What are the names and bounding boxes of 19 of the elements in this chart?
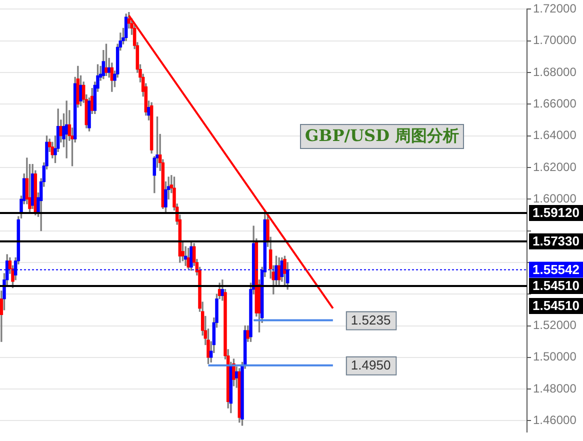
ref-line-label: 1.54510 <box>532 278 580 294</box>
y-tick-label: 1.64000 <box>533 128 577 142</box>
y-tick-label: 1.62000 <box>533 160 577 174</box>
y-tick-label: 1.52000 <box>533 318 577 332</box>
series-label: 1.4950 <box>350 357 391 372</box>
y-tick-label: 1.68000 <box>533 64 577 79</box>
series-label: 1.5235 <box>350 312 391 328</box>
ref-line-label: 1.57330 <box>532 233 580 248</box>
ref-line-label: 1.55542 <box>532 262 580 277</box>
y-tick-label: 1.50000 <box>533 350 577 364</box>
y-tick-label: 1.48000 <box>533 381 577 396</box>
text: 1.54510 <box>532 298 580 314</box>
text: GBP/USD 周图分析 <box>300 124 464 149</box>
ref-line-label: 1.59120 <box>532 205 580 220</box>
y-tick-label: 1.46000 <box>533 413 577 428</box>
y-tick-label: 1.72000 <box>533 2 577 16</box>
y-tick-label: 1.70000 <box>533 33 577 48</box>
y-tick-label: 1.60000 <box>533 191 577 206</box>
y-tick-label: 1.66000 <box>533 96 577 110</box>
